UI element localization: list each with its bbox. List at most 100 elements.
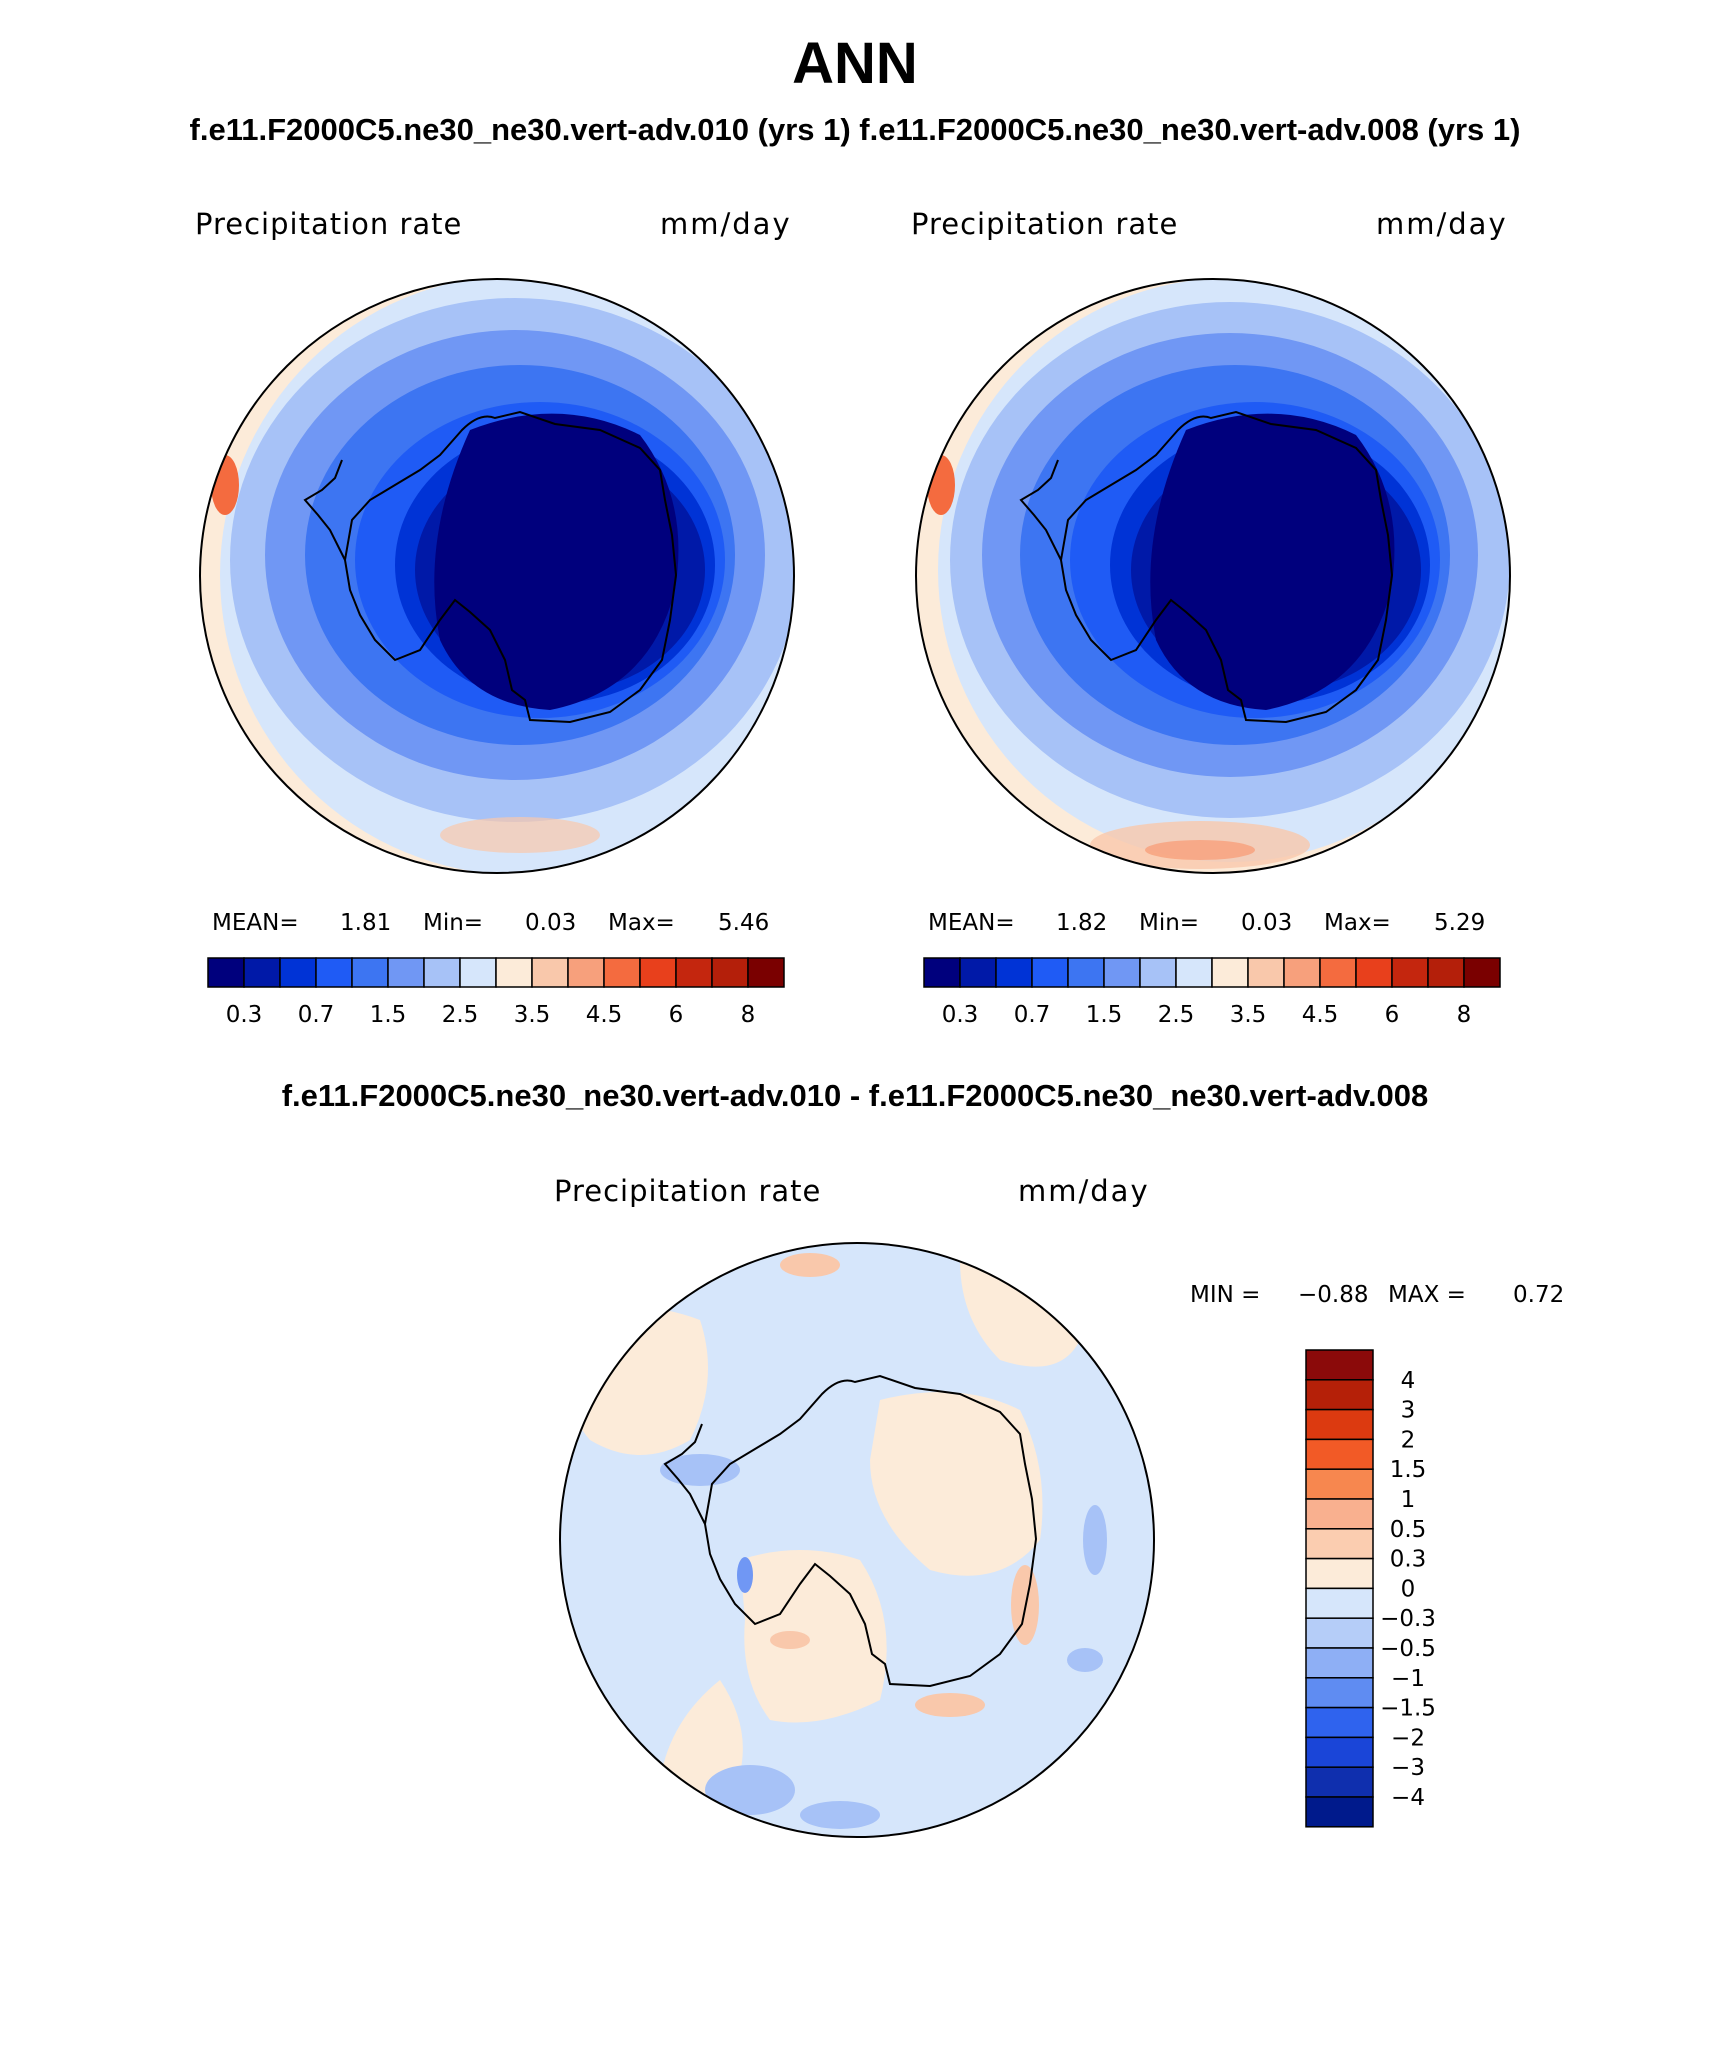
colorbar-swatch [1305,1379,1374,1411]
colorbar-tick-label: 8 [1457,1002,1472,1028]
colorbar-tick-label: 1.5 [1390,1457,1427,1483]
panel-1-colorbar: 0.3 0.7 1.5 2.5 3.5 4.5 6 8 [207,957,785,1028]
colorbar-swatch [711,957,749,988]
colorbar-tick-label: 1.5 [1086,1002,1123,1028]
colorbar-swatch [1283,957,1321,988]
colorbar-tick-label: 2.5 [1158,1002,1195,1028]
colorbar-swatch [1463,957,1501,988]
panel-1-stats: MEAN= 1.81 Min= 0.03 Max= 5.46 [212,910,769,936]
panel-1-map [200,279,794,873]
colorbar-tick-label: 3.5 [1230,1002,1267,1028]
colorbar-tick-label: −4 [1391,1785,1425,1811]
colorbar-swatch [495,957,533,988]
colorbar-tick-label: 1.5 [370,1002,407,1028]
colorbar-swatch [1175,957,1213,988]
colorbar-tick-label: −0.3 [1380,1606,1436,1632]
colorbar-swatch [315,957,353,988]
colorbar-swatch [1319,957,1357,988]
colorbar-swatch [1305,1438,1374,1470]
colorbar-swatch [959,957,997,988]
panel-3-variable-label: Precipitation rate [554,1174,821,1208]
colorbar-swatch [1305,1528,1374,1560]
colorbar-swatch [1305,1706,1374,1739]
colorbar-swatch [1305,1587,1374,1619]
colorbar-swatch [675,957,713,988]
panel-1-max-value: 5.46 [718,910,769,936]
main-title: ANN [792,31,918,96]
colorbar-tick-label: 0.3 [226,1002,263,1028]
colorbar-swatch [243,957,281,988]
panel-3-min-value: −0.88 [1298,1282,1368,1308]
panel-3-max-label: MAX = [1388,1282,1466,1308]
colorbar-tick-label: 0.5 [1390,1517,1427,1543]
panel-2-colorbar: 0.3 0.7 1.5 2.5 3.5 4.5 6 8 [923,957,1501,1028]
colorbar-swatch [1305,1677,1374,1709]
panel-1-units-label: mm/day [660,207,792,241]
panel-2: Precipitation rate mm/day MEAN= 1.82 Min… [911,207,1511,1028]
colorbar-swatch [1305,1408,1374,1441]
panel-3-units-label: mm/day [1018,1174,1150,1208]
panel-2-min-label: Min= [1139,910,1199,936]
colorbar-tick-label: 2 [1401,1427,1416,1453]
panel-1: Precipitation rate mm/day MEAN= 1.81 Min… [195,207,795,1028]
colorbar-swatch [639,957,677,988]
colorbar-swatch [1103,957,1141,988]
colorbar-swatch [1305,1557,1374,1590]
colorbar-swatch [1305,1349,1374,1381]
colorbar-tick-label: 0.7 [1014,1002,1051,1028]
colorbar-tick-label: 6 [669,1002,684,1028]
colorbar-tick-label: −2 [1391,1725,1425,1751]
panel-2-mean-label: MEAN= [928,910,1015,936]
colorbar-swatch [747,957,785,988]
colorbar-swatch [1305,1468,1374,1500]
panel-2-stats: MEAN= 1.82 Min= 0.03 Max= 5.29 [928,910,1485,936]
colorbar-swatch [1211,957,1249,988]
colorbar-swatch [1355,957,1393,988]
panel-3: Precipitation rate mm/day MIN = −0.88 [554,1174,1564,1838]
panel-2-map [916,279,1510,873]
panel-2-units-label: mm/day [1376,207,1508,241]
colorbar-tick-label: −1.5 [1380,1696,1436,1722]
panel-1-mean-label: MEAN= [212,910,299,936]
panel-3-stats: MIN = −0.88 MAX = 0.72 [1190,1282,1564,1308]
colorbar-tick-label: −3 [1391,1755,1425,1781]
colorbar-tick-label: 4.5 [1302,1002,1339,1028]
colorbar-swatch [279,957,317,988]
colorbar-swatch [923,957,961,988]
colorbar-swatch [603,957,641,988]
colorbar-tick-label: 1 [1401,1487,1416,1513]
colorbar-tick-label: 0.3 [942,1002,979,1028]
colorbar-tick-label: 0.7 [298,1002,335,1028]
colorbar-tick-label: 3.5 [514,1002,551,1028]
panel-3-colorbar: 4 3 2 1.5 1 0.5 0.3 0 −0.3 −0.5 −1 −1.5 −2 −3 −4 [1305,1349,1436,1828]
panel-2-min-value: 0.03 [1241,910,1292,936]
panel-1-min-value: 0.03 [525,910,576,936]
colorbar-tick-label: −1 [1391,1666,1425,1692]
panel-1-max-label: Max= [608,910,675,936]
colorbar-swatch [995,957,1033,988]
colorbar-tick-label: 4.5 [586,1002,623,1028]
panel-2-max-label: Max= [1324,910,1391,936]
colorbar-tick-label: 0 [1401,1576,1416,1602]
colorbar-swatch [1305,1498,1374,1530]
colorbar-swatch [1305,1617,1374,1649]
colorbar-tick-label: 2.5 [442,1002,479,1028]
panel-2-mean-value: 1.82 [1056,910,1107,936]
colorbar-swatch [1247,957,1285,988]
colorbar-swatch [351,957,389,988]
colorbar-tick-label: 8 [741,1002,756,1028]
colorbar-swatch [531,957,569,988]
panel-3-max-value: 0.72 [1513,1282,1564,1308]
colorbar-tick-label: −0.5 [1380,1636,1436,1662]
panel-2-max-value: 5.29 [1434,910,1485,936]
panel-1-variable-label: Precipitation rate [195,207,462,241]
colorbar-tick-label: 6 [1385,1002,1400,1028]
colorbar-tick-label: 4 [1401,1368,1416,1394]
colorbar-swatch [567,957,605,988]
colorbar-tick-label: 0.3 [1390,1547,1427,1573]
colorbar-tick-label: 3 [1401,1398,1416,1424]
colorbar-swatch [1305,1796,1374,1828]
panel-3-map-border [559,1242,1155,1838]
subtitle: f.e11.F2000C5.ne30_ne30.vert-adv.010 (yr… [189,112,1521,147]
